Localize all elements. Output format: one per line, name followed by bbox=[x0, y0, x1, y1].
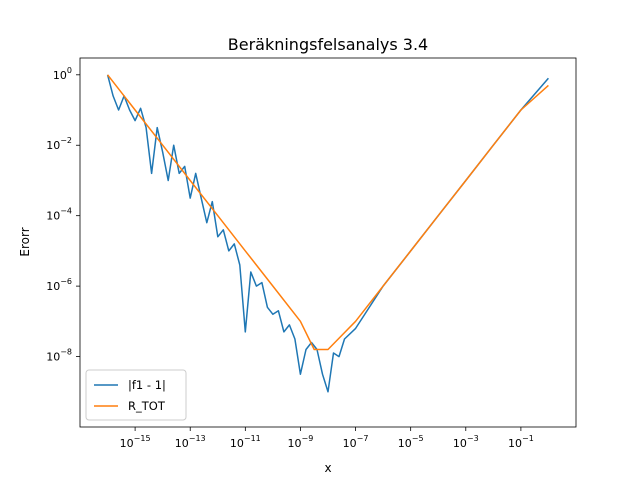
chart-title: Beräkningsfelsanalys 3.4 bbox=[228, 35, 428, 54]
y-tick-label: 100 bbox=[53, 66, 72, 82]
legend-label: |f1 - 1| bbox=[128, 378, 166, 392]
x-tick-label: 10−13 bbox=[175, 434, 206, 450]
legend: |f1 - 1| R_TOT bbox=[85, 369, 187, 421]
series-line-f1-error bbox=[106, 74, 549, 393]
x-ticks: 10−15 10−13 10−11 10−9 10−7 10−5 10−3 10−1 bbox=[120, 427, 534, 450]
y-ticks: 100 10−2 10−4 10−6 10−8 bbox=[46, 66, 80, 364]
y-tick-label: 10−6 bbox=[46, 277, 72, 293]
x-tick-label: 10−3 bbox=[453, 434, 479, 450]
x-tick-label: 10−7 bbox=[343, 434, 369, 450]
y-axis-label: Erorr bbox=[18, 227, 32, 256]
y-tick-label: 10−4 bbox=[46, 207, 72, 223]
x-tick-label: 10−1 bbox=[508, 434, 534, 450]
x-axis-label: x bbox=[324, 461, 331, 475]
x-tick-label: 10−5 bbox=[398, 434, 424, 450]
x-tick-label: 10−15 bbox=[120, 434, 151, 450]
y-tick-label: 10−8 bbox=[46, 348, 72, 364]
legend-label: R_TOT bbox=[128, 399, 166, 413]
x-tick-label: 10−11 bbox=[230, 434, 261, 450]
series-line-r-tot bbox=[107, 74, 549, 351]
axes-frame bbox=[79, 57, 577, 428]
x-tick-label: 10−9 bbox=[288, 434, 314, 450]
y-tick-label: 10−2 bbox=[46, 136, 72, 152]
legend-box bbox=[85, 369, 187, 421]
plot-area bbox=[106, 74, 549, 393]
